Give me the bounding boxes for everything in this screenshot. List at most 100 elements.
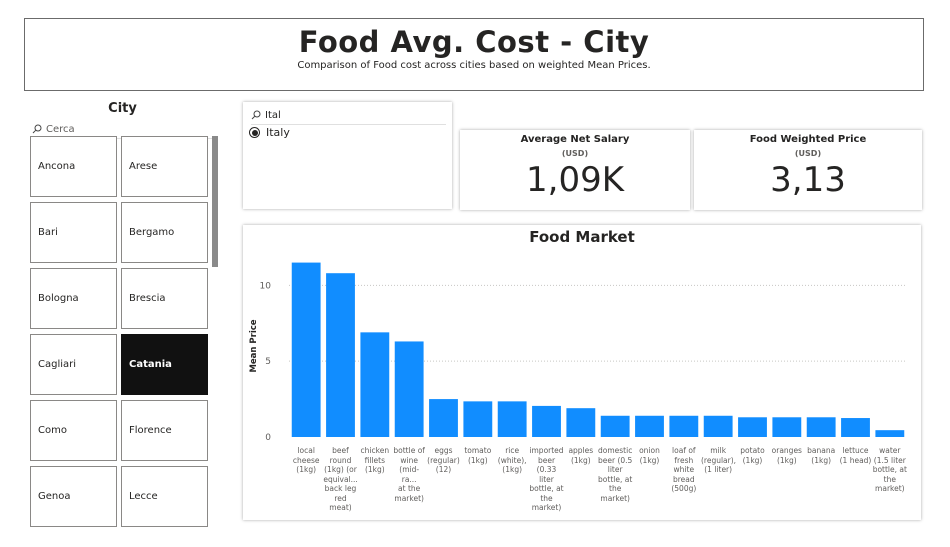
country-option-italy[interactable]: Italy [249, 126, 290, 139]
x-tick-label-line: bread [672, 474, 695, 484]
country-search-value: Ital [265, 109, 281, 121]
x-tick-label-line: (1kg) [811, 455, 832, 465]
x-tick-label: onion (1kg) [632, 446, 666, 465]
country-slicer: Ital Italy [243, 102, 452, 209]
x-tick-label-line: (white), [497, 455, 527, 465]
x-tick-label-line: apples [568, 446, 594, 455]
x-tick-label: domestic beer (0.5 liter bottle, at the marke… [598, 446, 632, 503]
city-tile-cagliari[interactable]: Cagliari [30, 334, 117, 395]
x-tick-label-line: the [883, 474, 896, 484]
x-tick-label: tomato (1kg) [461, 446, 495, 465]
x-tick-label: local cheese (1kg) [289, 446, 323, 475]
bar[interactable] [532, 405, 561, 437]
kpi-food-unit: (USD) [794, 149, 822, 158]
city-tile-label: Florence [129, 425, 172, 436]
x-tick-label-line: bottle of [393, 446, 425, 455]
x-tick-label-line: (1kg) [776, 455, 797, 465]
city-tile-label: Catania [129, 359, 172, 370]
city-scrollbar[interactable] [212, 136, 218, 267]
x-tick-label-line: water [879, 446, 901, 455]
city-tile-florence[interactable]: Florence [121, 400, 208, 461]
bar[interactable] [463, 401, 493, 437]
x-tick-label-line: rice [505, 446, 520, 455]
x-tick-label-line: round [329, 455, 352, 465]
city-tile-lecce[interactable]: Lecce [121, 466, 208, 527]
bar[interactable] [635, 415, 664, 437]
city-tile-bologna[interactable]: Bologna [30, 268, 117, 329]
bar[interactable] [291, 262, 321, 437]
kpi-food-title: Food Weighted Price [749, 134, 867, 145]
radio-selected-icon[interactable] [249, 127, 260, 138]
title-banner: Food Avg. Cost - City Comparison of Food… [24, 18, 924, 91]
bar[interactable] [326, 273, 355, 437]
page-subtitle: Comparison of Food cost across cities ba… [297, 60, 651, 71]
city-tile-label: Como [38, 425, 67, 436]
bar[interactable] [566, 408, 596, 437]
x-tick-label-line: bottle, at [529, 484, 564, 493]
x-tick-label-line: (1 head) [839, 455, 872, 465]
city-tile-arese[interactable]: Arese [121, 136, 208, 197]
chart-title: Food Market [529, 228, 635, 246]
city-tile-genoa[interactable]: Genoa [30, 466, 117, 527]
city-tile-label: Bologna [38, 293, 79, 304]
kpi-salary-value: 1,09K [526, 160, 624, 200]
x-tick-label: banana (1kg) [804, 446, 838, 465]
city-tile-bari[interactable]: Bari [30, 202, 117, 263]
bar[interactable] [497, 401, 527, 437]
x-tick-label-line: market) [875, 484, 905, 493]
x-tick-label-line: (mid-ra... [399, 465, 420, 484]
bar[interactable] [429, 399, 458, 437]
x-tick-label: chicken fillets (1kg) [358, 446, 392, 475]
x-tick-label-line: meat) [329, 503, 352, 512]
x-tick-label: loaf of fresh white bread (500g) [667, 446, 701, 494]
x-tick-label-line: tomato [464, 446, 492, 455]
kpi-food-value: 3,13 [770, 160, 846, 200]
city-tile-bergamo[interactable]: Bergamo [121, 202, 208, 263]
x-tick-label-line: oranges [771, 446, 802, 455]
x-tick-label-line: (1.5 liter [873, 455, 906, 465]
bar[interactable] [669, 415, 699, 437]
bar[interactable] [360, 332, 390, 437]
x-tick-label: imported beer (0.33 liter bottle, at the marke… [529, 446, 563, 513]
bar[interactable] [703, 415, 733, 437]
chart-plot: 0 5 10 Mean Price [249, 262, 907, 443]
x-tick-label-line: loaf of [672, 446, 696, 455]
x-tick-label: bottle of wine (mid-ra... at the market) [392, 446, 426, 503]
city-search-input[interactable]: Cerca [32, 121, 212, 139]
y-tick-label: 10 [260, 281, 272, 291]
x-tick-label-line: bottle, at [872, 465, 907, 474]
kpi-food-weighted-price: Food Weighted Price (USD) 3,13 [694, 130, 922, 210]
bar[interactable] [806, 417, 836, 437]
bar[interactable] [875, 430, 905, 437]
x-tick-label-line: market) [531, 503, 562, 512]
x-tick-label: apples (1kg) [564, 446, 598, 465]
x-tick-label-line: market) [600, 493, 630, 503]
x-tick-label-line: fillets [364, 455, 385, 465]
x-tick-label: lettuce (1 head) [838, 446, 872, 465]
x-tick-label-line: (1kg) [364, 465, 385, 474]
city-tile-como[interactable]: Como [30, 400, 117, 461]
x-tick-label-line: (0.33 [536, 465, 557, 474]
x-tick-label-line: back leg [324, 484, 357, 493]
page-title: Food Avg. Cost - City [298, 25, 650, 59]
bar[interactable] [600, 415, 630, 437]
x-tick-label-line: eggs [434, 446, 453, 455]
x-tick-label-line: fresh [674, 455, 694, 465]
kpi-salary-unit: (USD) [561, 149, 589, 158]
city-tile-ancona[interactable]: Ancona [30, 136, 117, 197]
city-tile-brescia[interactable]: Brescia [121, 268, 208, 329]
city-tile-grid: Ancona Arese Bari Bergamo Bologna Brescia Cagl… [30, 136, 210, 531]
x-tick-label-line: lettuce [842, 446, 869, 455]
x-tick-label: milk (regular), (1 liter) [701, 446, 736, 475]
y-axis-label: Mean Price [249, 319, 259, 372]
bar[interactable] [772, 417, 802, 437]
bar[interactable] [394, 341, 424, 437]
city-tile-catania[interactable]: Catania [121, 334, 208, 395]
bar[interactable] [738, 417, 767, 437]
city-tile-label: Bergamo [129, 227, 175, 238]
x-tick-label-line: (12) [435, 465, 452, 474]
x-tick-label-line: white [673, 465, 695, 474]
country-search-input[interactable]: Ital [251, 107, 446, 125]
bar[interactable] [841, 418, 870, 437]
